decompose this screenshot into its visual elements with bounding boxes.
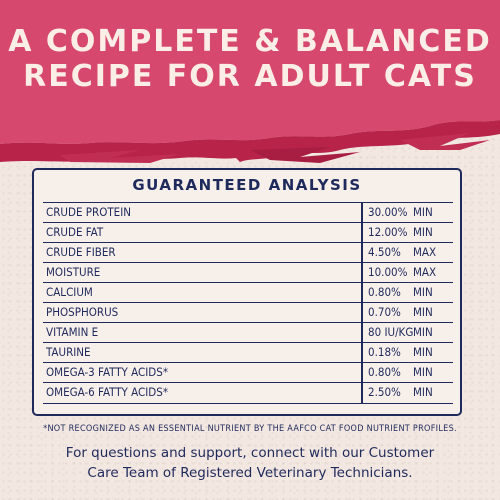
table-row: CRUDE FIBER 4.50% MAX [43,242,453,262]
nutrient-name: OMEGA-6 FATTY ACIDS* [46,385,169,399]
table-row: OMEGA-6 FATTY ACIDS* 2.50% MIN [43,382,453,404]
nutrient-amount: 0.18% [368,345,401,359]
column-divider [361,243,363,262]
support-line-1: For questions and support, connect with … [65,445,435,461]
nutrient-qualifier: MAX [413,245,437,259]
support-line-2: Care Team of Registered Veterinary Techn… [87,465,413,481]
table-row: VITAMIN E 80 IU/KG MIN [43,322,453,342]
support-message: For questions and support, connect with … [20,443,480,483]
nutrient-name: CRUDE FIBER [46,245,116,259]
nutrient-qualifier: MAX [413,265,437,279]
nutrient-name: CALCIUM [46,285,93,299]
nutrient-qualifier: MIN [413,205,433,219]
nutrient-qualifier: MIN [413,325,433,339]
analysis-table: CRUDE PROTEIN 30.00% MIN CRUDE FAT 12.00% MI… [43,202,453,404]
column-divider [361,263,363,282]
nutrient-amount: 30.00% [368,205,408,219]
nutrient-qualifier: MIN [413,345,433,359]
column-divider [361,323,363,342]
guaranteed-analysis-panel: GUARANTEED ANALYSIS CRUDE PROTEIN 30.00% M… [32,168,462,416]
headline-line-2: RECIPE FOR ADULT CATS [23,59,477,94]
nutrient-qualifier: MIN [413,365,433,379]
headline-line-1: A COMPLETE & BALANCED [8,24,492,59]
column-divider [361,283,363,302]
table-row: PHOSPHORUS 0.70% MIN [43,302,453,322]
column-divider [361,303,363,322]
nutrient-amount: 2.50% [368,385,401,399]
table-row: TAURINE 0.18% MIN [43,342,453,362]
table-row: OMEGA-3 FATTY ACIDS* 0.80% MIN [43,362,453,382]
table-row: MOISTURE 10.00% MAX [43,262,453,282]
nutrient-name: CRUDE PROTEIN [46,205,131,219]
table-row: CRUDE FAT 12.00% MIN [43,222,453,242]
nutrient-qualifier: MIN [413,385,433,399]
nutrient-amount: 80 IU/KG [368,325,414,339]
nutrient-name: VITAMIN E [46,325,99,339]
column-divider [361,203,363,222]
table-row: CRUDE PROTEIN 30.00% MIN [43,202,453,222]
nutrient-qualifier: MIN [413,285,433,299]
nutrient-qualifier: MIN [413,305,433,319]
aafco-footnote: *NOT RECOGNIZED AS AN ESSENTIAL NUTRIENT… [43,424,457,434]
analysis-title: GUARANTEED ANALYSIS [132,176,362,194]
nutrient-amount: 10.00% [368,265,408,279]
column-divider [361,223,363,242]
nutrient-name: OMEGA-3 FATTY ACIDS* [46,365,169,379]
pink-brush-banner [0,0,500,163]
nutrient-name: PHOSPHORUS [46,305,119,319]
nutrient-name: CRUDE FAT [46,225,104,239]
nutrient-amount: 0.80% [368,365,401,379]
nutrient-amount: 0.80% [368,285,401,299]
column-divider [361,363,363,382]
column-divider [361,343,363,362]
table-row: CALCIUM 0.80% MIN [43,282,453,302]
headline: A COMPLETE & BALANCED RECIPE FOR ADULT C… [0,24,500,94]
nutrient-amount: 0.70% [368,305,401,319]
nutrient-amount: 4.50% [368,245,401,259]
nutrient-name: MOISTURE [46,265,101,279]
nutrient-name: TAURINE [46,345,91,359]
nutrient-qualifier: MIN [413,225,433,239]
nutrient-amount: 12.00% [368,225,408,239]
column-divider [361,383,363,403]
